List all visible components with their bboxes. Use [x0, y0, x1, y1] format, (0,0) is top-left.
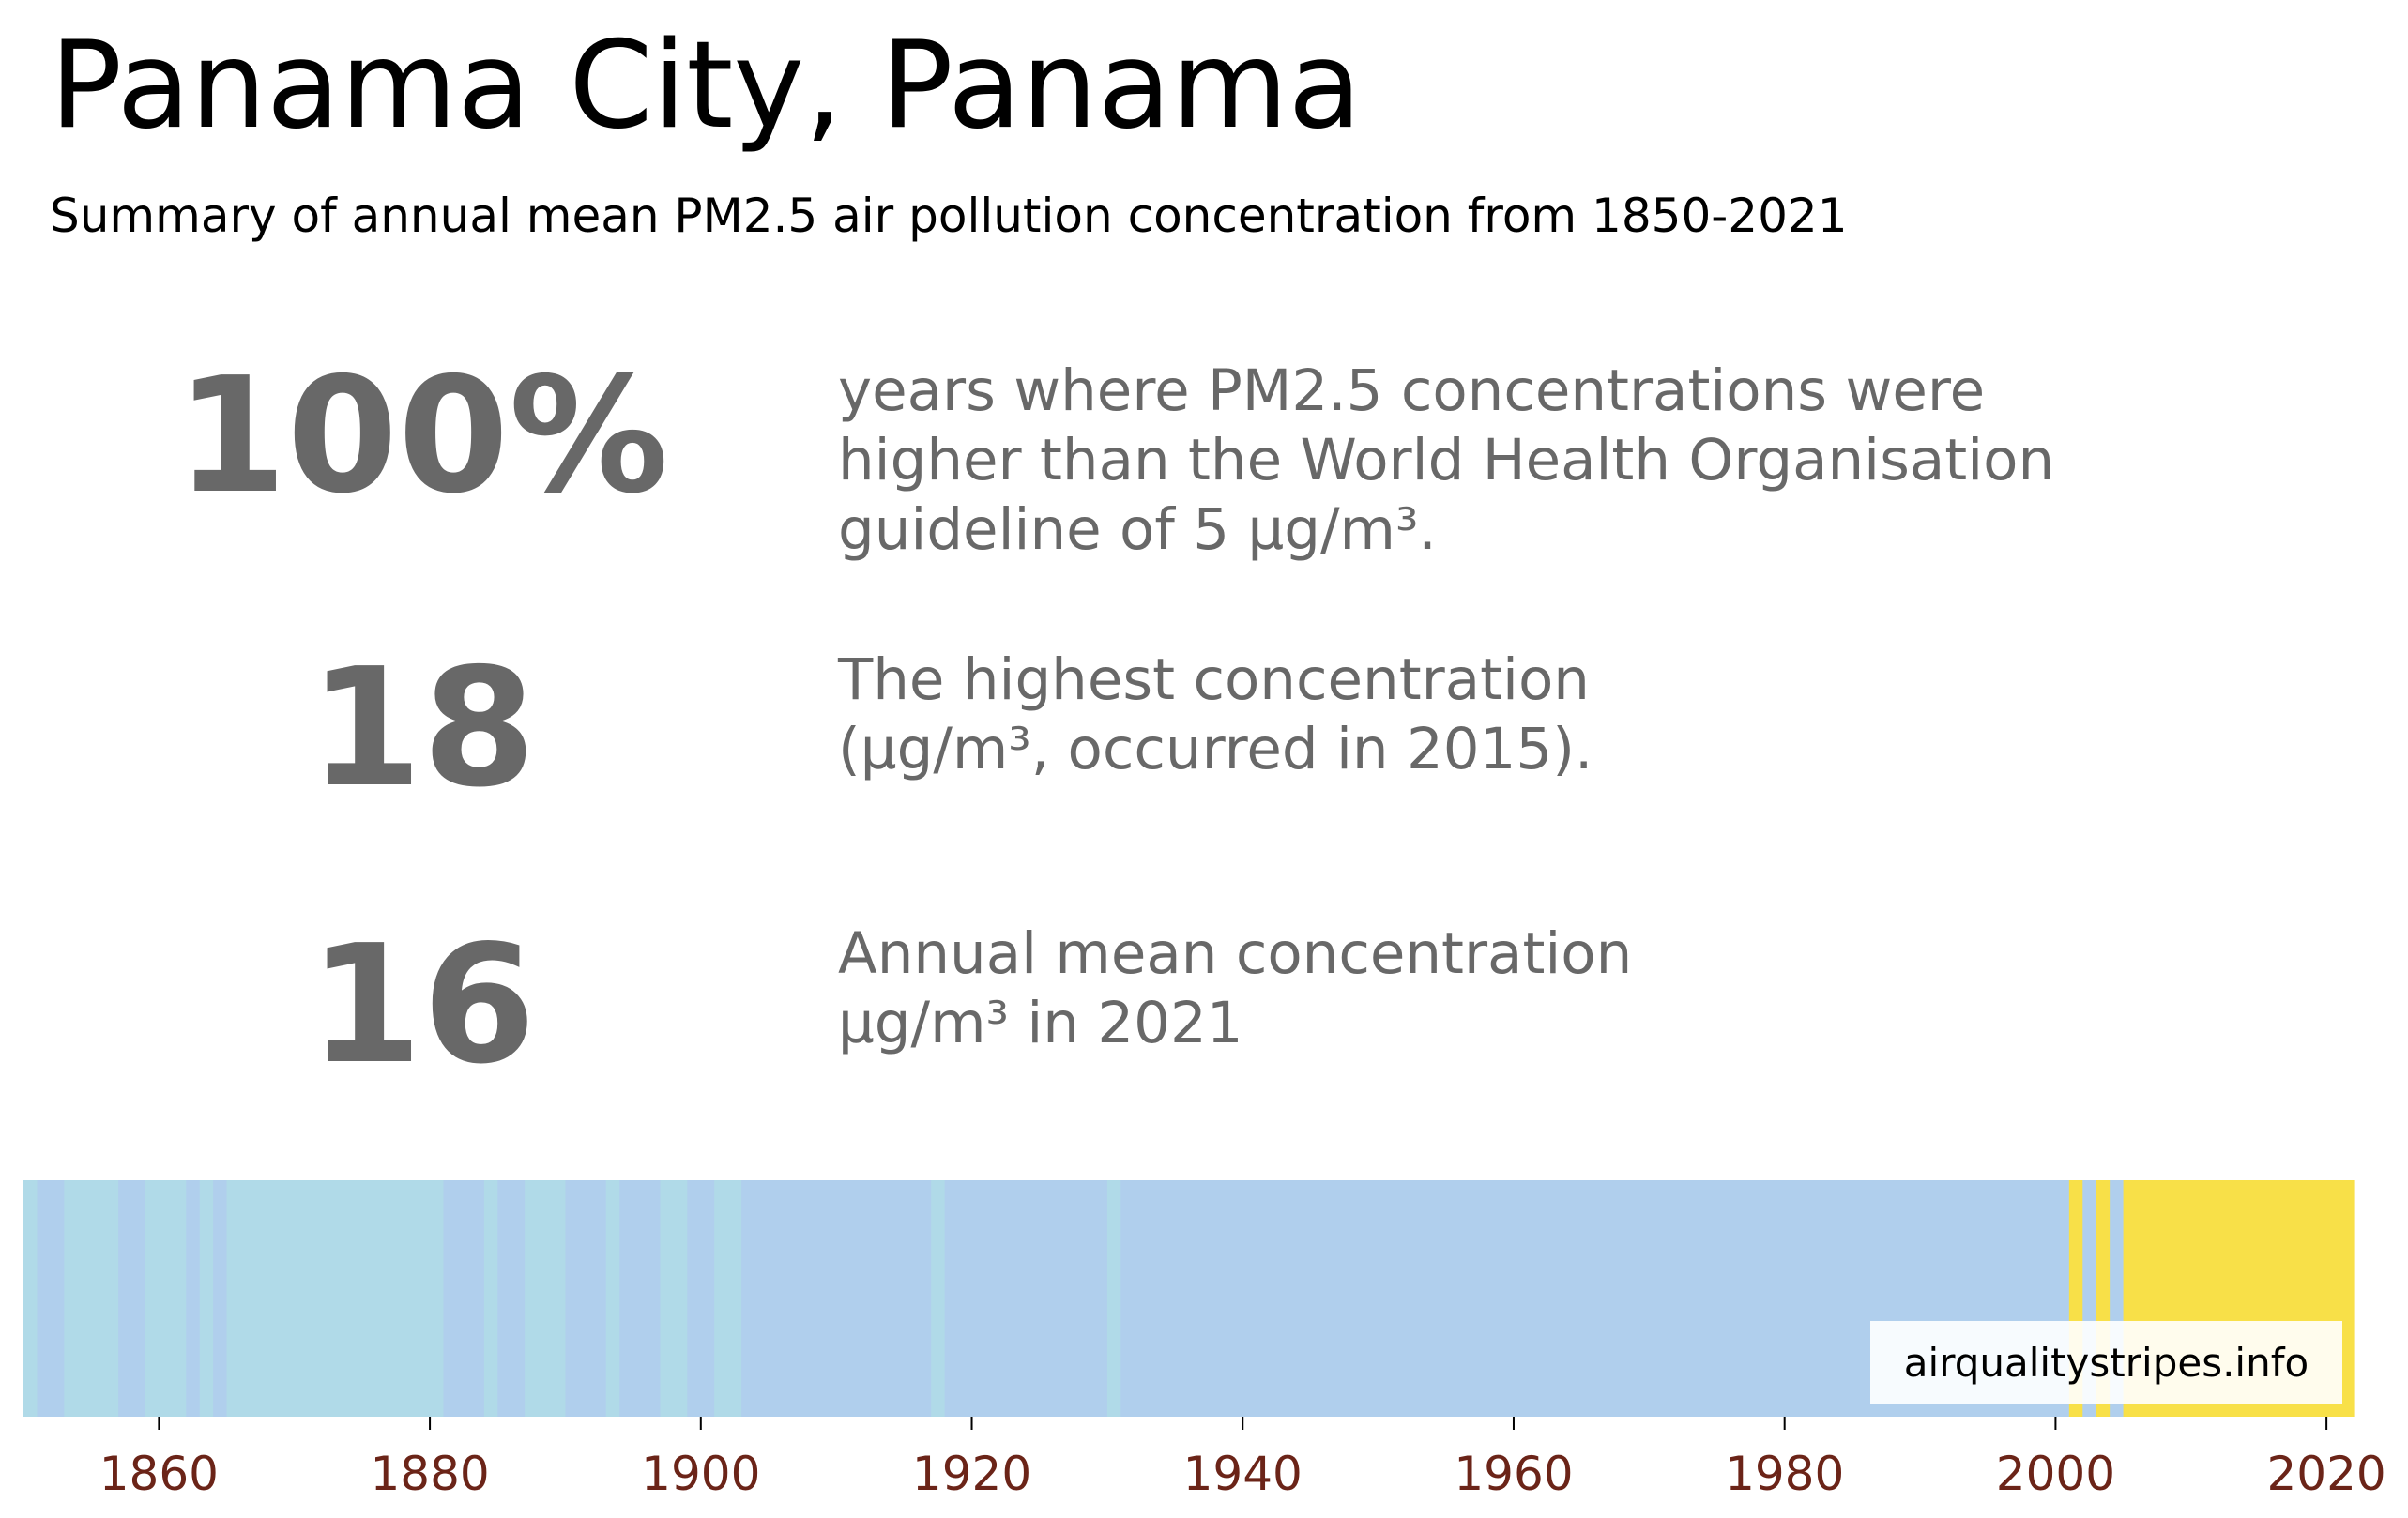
- stripe-1903-1917: [741, 1180, 932, 1417]
- stat-desc-line: The highest concentration: [838, 646, 1590, 713]
- stripe-1917-1918: [931, 1180, 946, 1417]
- stripe-1864-1865: [213, 1180, 228, 1417]
- stat-desc-pct-above: years where PM2.5 concentrations were hi…: [838, 357, 2054, 565]
- stripe-1930-1931: [1106, 1180, 1121, 1417]
- stripe-1857-1859: [118, 1180, 146, 1417]
- stripe-1897-1899: [660, 1180, 688, 1417]
- stripe-1890-1893: [565, 1180, 607, 1417]
- stripe-1865-1881: [226, 1180, 445, 1417]
- stat-desc-line: Annual mean concentration: [838, 920, 1633, 987]
- stat-value-annual-mean: 16: [308, 910, 537, 1101]
- stat-desc-line: µg/m³ in 2021: [838, 990, 1243, 1056]
- page-subtitle: Summary of annual mean PM2.5 air polluti…: [50, 189, 1848, 243]
- stripe-1853-1857: [64, 1180, 119, 1417]
- stripe-1850-1851: [23, 1180, 38, 1417]
- stat-desc-annual-mean: Annual mean concentration µg/m³ in 2021: [838, 919, 1632, 1058]
- x-tick-label: 1860: [99, 1447, 219, 1501]
- stripe-1901-1903: [714, 1180, 742, 1417]
- stripe-1885-1887: [497, 1180, 526, 1417]
- stat-desc-line: higher than the World Health Organisatio…: [838, 427, 2055, 493]
- stat-desc-line: guideline of 5 µg/m³.: [838, 496, 1437, 563]
- stripe-1899-1901: [687, 1180, 715, 1417]
- stripe-1863-1864: [199, 1180, 214, 1417]
- stripe-1887-1890: [525, 1180, 567, 1417]
- stripe-1894-1897: [619, 1180, 662, 1417]
- stat-desc-highest: The highest concentration (µg/m³, occurr…: [838, 645, 1593, 784]
- stripe-1859-1862: [145, 1180, 187, 1417]
- watermark-label: airqualitystripes.info: [1870, 1321, 2342, 1404]
- stripe-1918-1930: [944, 1180, 1108, 1417]
- x-tick-label: 1960: [1454, 1447, 1573, 1501]
- x-tick-label: 2000: [1996, 1447, 2115, 1501]
- x-tick-label: 1880: [370, 1447, 489, 1501]
- stripe-1893-1894: [605, 1180, 620, 1417]
- x-tick-label: 1900: [641, 1447, 760, 1501]
- stripe-1884-1885: [483, 1180, 498, 1417]
- stat-desc-line: years where PM2.5 concentrations were: [838, 357, 1986, 424]
- x-tick-label: 1940: [1183, 1447, 1303, 1501]
- x-tick-label: 1980: [1725, 1447, 1844, 1501]
- stripe-1881-1884: [443, 1180, 485, 1417]
- stat-value-highest: 18: [308, 633, 537, 824]
- x-tick-label: 1920: [912, 1447, 1031, 1501]
- stat-value-pct-above: 100%: [175, 343, 669, 529]
- stripe-1862-1863: [186, 1180, 201, 1417]
- stat-desc-line: (µg/m³, occurred in 2015).: [838, 716, 1593, 782]
- stripe-1851-1853: [37, 1180, 65, 1417]
- x-tick-label: 2020: [2267, 1447, 2386, 1501]
- page-title: Panama City, Panama: [50, 16, 1363, 156]
